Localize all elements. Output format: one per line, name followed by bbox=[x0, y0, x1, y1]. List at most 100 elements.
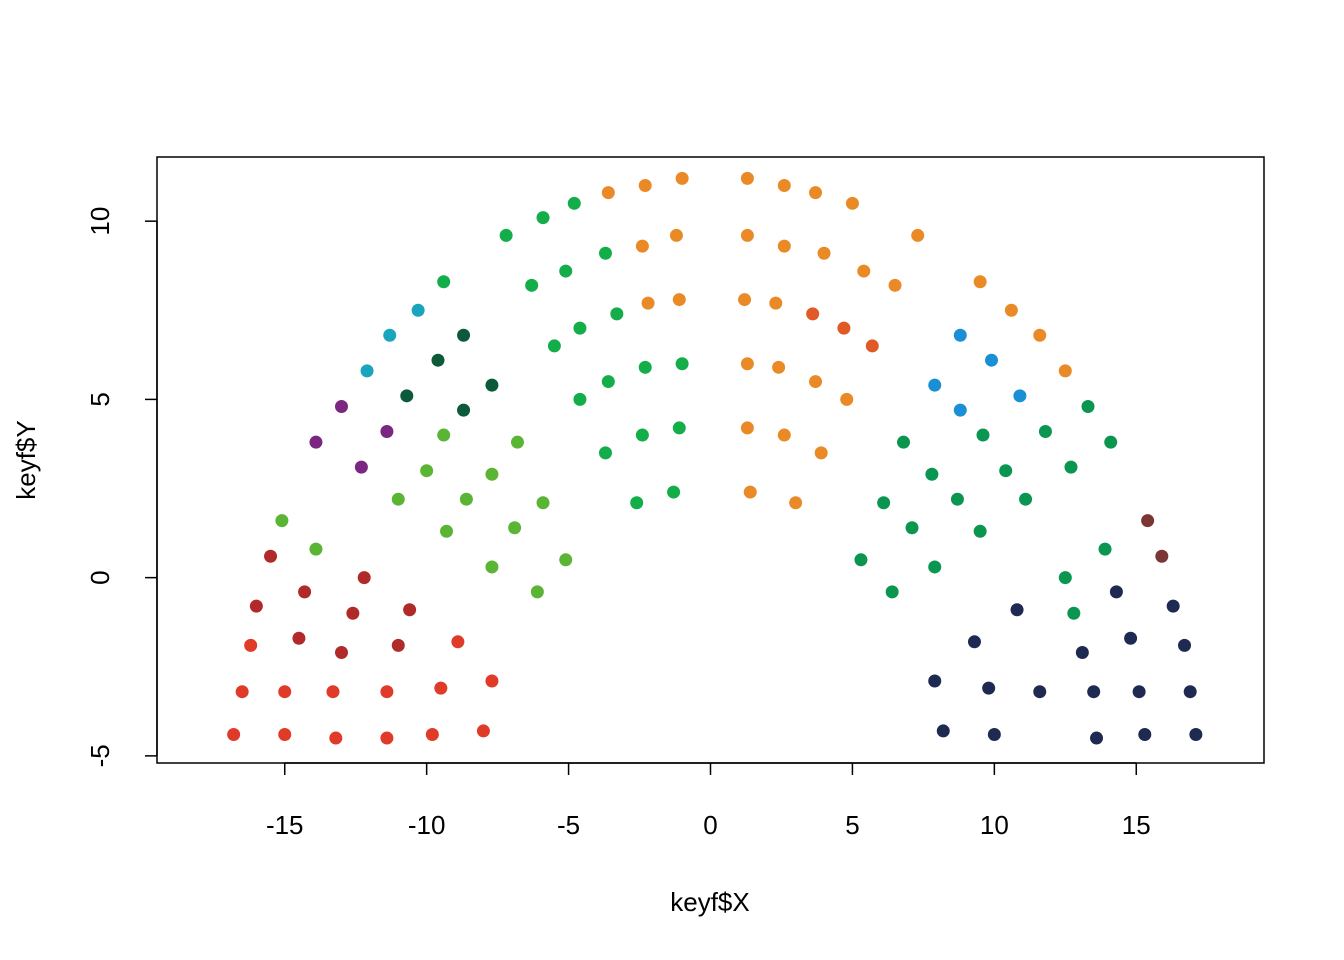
data-point bbox=[769, 296, 783, 310]
data-point bbox=[675, 357, 689, 371]
data-point bbox=[777, 428, 791, 442]
data-point bbox=[559, 553, 573, 567]
data-point bbox=[1104, 435, 1118, 449]
data-point bbox=[1183, 685, 1197, 699]
data-point bbox=[667, 485, 681, 499]
data-point bbox=[740, 421, 754, 435]
data-point bbox=[1058, 364, 1072, 378]
data-point bbox=[437, 275, 451, 289]
data-point bbox=[641, 296, 655, 310]
data-point bbox=[1075, 645, 1089, 659]
y-tick-label: -5 bbox=[85, 744, 115, 767]
data-point bbox=[740, 357, 754, 371]
data-point bbox=[1087, 685, 1101, 699]
data-point bbox=[777, 179, 791, 193]
data-point bbox=[950, 492, 964, 506]
data-point bbox=[675, 171, 689, 185]
data-point bbox=[877, 496, 891, 510]
data-point bbox=[309, 435, 323, 449]
data-point bbox=[1033, 685, 1047, 699]
data-point bbox=[630, 496, 644, 510]
data-point bbox=[380, 731, 394, 745]
data-point bbox=[508, 521, 522, 535]
data-point bbox=[973, 275, 987, 289]
data-point bbox=[485, 560, 499, 574]
data-point bbox=[244, 638, 258, 652]
data-point bbox=[999, 464, 1013, 478]
data-point bbox=[982, 681, 996, 695]
data-point bbox=[1189, 727, 1203, 741]
x-tick-label: 15 bbox=[1122, 810, 1151, 840]
x-tick-label: -15 bbox=[266, 810, 304, 840]
data-point bbox=[360, 364, 374, 378]
data-point bbox=[911, 228, 925, 242]
data-point bbox=[1010, 603, 1024, 617]
data-point bbox=[865, 339, 879, 353]
data-point bbox=[845, 196, 859, 210]
data-point bbox=[459, 492, 473, 506]
data-point bbox=[1038, 424, 1052, 438]
data-point bbox=[885, 585, 899, 599]
data-point bbox=[329, 731, 343, 745]
data-point bbox=[420, 464, 434, 478]
data-point bbox=[431, 353, 445, 367]
data-point bbox=[814, 446, 828, 460]
y-tick-label: 5 bbox=[85, 392, 115, 406]
data-point bbox=[1138, 727, 1152, 741]
data-point bbox=[635, 239, 649, 253]
data-point bbox=[953, 403, 967, 417]
y-tick-label: 0 bbox=[85, 570, 115, 584]
data-point bbox=[383, 328, 397, 342]
data-point bbox=[1141, 514, 1155, 528]
data-point bbox=[573, 321, 587, 335]
plot-frame bbox=[156, 156, 1265, 764]
data-point bbox=[743, 485, 757, 499]
data-point bbox=[1004, 303, 1018, 317]
data-points bbox=[227, 171, 1203, 745]
data-point bbox=[928, 560, 942, 574]
data-point bbox=[925, 467, 939, 481]
data-point bbox=[1067, 606, 1081, 620]
data-point bbox=[499, 228, 513, 242]
data-point bbox=[510, 435, 524, 449]
data-point bbox=[953, 328, 967, 342]
data-point bbox=[485, 467, 499, 481]
data-point bbox=[777, 239, 791, 253]
data-point bbox=[987, 727, 1001, 741]
data-point bbox=[638, 360, 652, 374]
data-point bbox=[354, 460, 368, 474]
data-point bbox=[928, 378, 942, 392]
data-point bbox=[638, 179, 652, 193]
y-tick-label: 10 bbox=[85, 207, 115, 236]
data-point bbox=[476, 724, 490, 738]
data-point bbox=[857, 264, 871, 278]
data-point bbox=[249, 599, 263, 613]
data-point bbox=[635, 428, 649, 442]
data-point bbox=[740, 228, 754, 242]
data-point bbox=[1019, 492, 1033, 506]
data-point bbox=[976, 428, 990, 442]
data-point bbox=[598, 446, 612, 460]
data-point bbox=[391, 492, 405, 506]
data-point bbox=[740, 171, 754, 185]
data-point bbox=[485, 378, 499, 392]
x-tick-label: 5 bbox=[845, 810, 859, 840]
x-tick-label: -10 bbox=[408, 810, 446, 840]
data-point bbox=[809, 186, 823, 200]
data-point bbox=[672, 293, 686, 307]
data-point bbox=[817, 246, 831, 260]
data-point bbox=[806, 307, 820, 321]
data-point bbox=[547, 339, 561, 353]
data-point bbox=[264, 549, 278, 563]
data-point bbox=[1090, 731, 1104, 745]
data-point bbox=[380, 685, 394, 699]
data-point bbox=[573, 392, 587, 406]
data-point bbox=[451, 635, 465, 649]
data-point bbox=[789, 496, 803, 510]
data-point bbox=[837, 321, 851, 335]
data-point bbox=[1058, 571, 1072, 585]
x-axis-label: keyf$X bbox=[670, 887, 750, 917]
data-point bbox=[400, 389, 414, 403]
data-point bbox=[309, 542, 323, 556]
data-point bbox=[536, 496, 550, 510]
